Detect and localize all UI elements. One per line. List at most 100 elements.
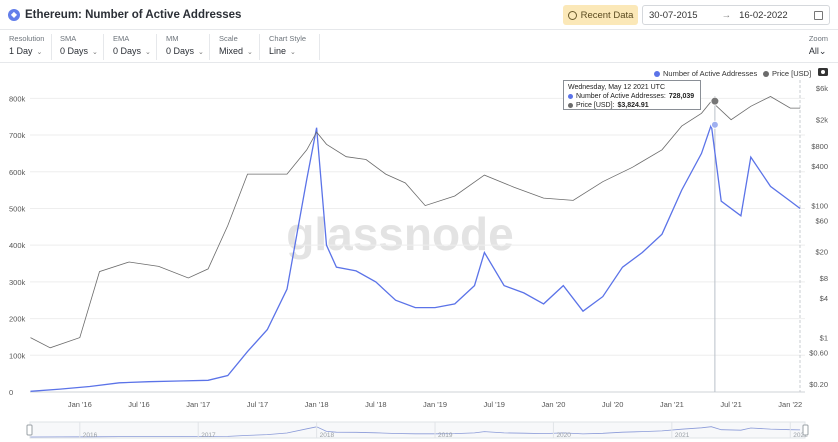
mm-label: MM xyxy=(166,34,179,43)
tooltip-date: Wednesday, May 12 2021 UTC xyxy=(568,84,666,91)
zoom-value: All⌄ xyxy=(809,46,828,57)
navigator-year-label: 2021 xyxy=(675,432,690,439)
right-tick-label: $0.20 xyxy=(809,380,828,389)
ema-label: EMA xyxy=(113,34,130,43)
x-tick-label: Jan '16 xyxy=(68,400,92,409)
mm-value: 0 Days ⌄ xyxy=(166,46,209,56)
chart-style-value: Line ⌄ xyxy=(269,46,319,56)
right-tick-label: $60 xyxy=(815,216,828,225)
chart-controls: Resolution 1 Day ⌄ SMA 0 Days ⌄ EMA 0 Days… xyxy=(0,30,838,63)
chevron-down-icon: ⌄ xyxy=(198,49,204,56)
right-tick-label: $4 xyxy=(820,294,828,303)
date-range-picker[interactable]: 30-07-2015 → 16-02-2022 xyxy=(642,5,830,25)
date-to: 16-02-2022 xyxy=(739,9,788,21)
navigator-handle-left[interactable] xyxy=(26,424,33,436)
right-tick-label: $0.60 xyxy=(809,348,828,357)
resolution-select[interactable]: Resolution 1 Day ⌄ xyxy=(0,34,52,60)
zoom-value-text: All xyxy=(808,46,819,56)
resolution-label: Resolution xyxy=(9,34,45,43)
right-tick-label: $400 xyxy=(811,162,828,171)
right-axis: $0.20 $0.60 $1 $4 $8 $20 $60 $100 $400 $800 $2k $6k xyxy=(809,84,828,389)
recent-data-button[interactable]: Recent Data xyxy=(563,5,638,25)
legend-swatch-active xyxy=(654,70,660,77)
legend-swatch-price xyxy=(763,70,769,77)
chevron-down-icon: ⌄ xyxy=(145,49,151,56)
x-tick-label: Jul '19 xyxy=(484,400,505,409)
chevron-down-icon: ⌄ xyxy=(92,49,98,56)
title-group: ◆ Ethereum: Number of Active Addresses xyxy=(8,9,241,21)
ema-select[interactable]: EMA 0 Days ⌄ xyxy=(104,34,157,60)
navigator-year-label: 2016 xyxy=(83,432,98,439)
ema-value: 0 Days ⌄ xyxy=(113,46,156,56)
chevron-down-icon: ⌄ xyxy=(290,49,296,56)
x-tick-label: Jul '17 xyxy=(247,400,268,409)
left-tick-label: 400k xyxy=(9,241,26,250)
resolution-value-text: 1 Day xyxy=(9,46,33,56)
mm-value-text: 0 Days xyxy=(166,46,195,56)
left-tick-label: 700k xyxy=(9,131,26,140)
clock-icon xyxy=(567,10,577,20)
scale-value: Mixed ⌄ xyxy=(219,46,259,56)
right-tick-label: $100 xyxy=(811,202,828,211)
arrow-right-icon: → xyxy=(721,9,732,21)
tooltip-price-label: Price [USD]: xyxy=(576,102,615,109)
left-tick-label: 600k xyxy=(9,168,26,177)
zoom-label: Zoom xyxy=(808,34,828,43)
chevron-down-icon: ⌄ xyxy=(247,49,253,56)
navigator-year-label: 2020 xyxy=(556,432,571,439)
camera-icon[interactable] xyxy=(818,68,828,76)
left-tick-label: 800k xyxy=(9,94,26,103)
right-tick-label: $1 xyxy=(820,334,828,343)
right-tick-label: $800 xyxy=(811,142,828,151)
legend-item-active[interactable]: Number of Active Addresses xyxy=(654,69,757,78)
sma-select[interactable]: SMA 0 Days ⌄ xyxy=(51,34,104,60)
active-addresses-line xyxy=(30,124,801,392)
x-tick-label: Jul '20 xyxy=(602,400,623,409)
price-line xyxy=(30,96,801,349)
watermark: glassnode xyxy=(286,208,514,260)
right-tick-label: $2k xyxy=(816,116,828,125)
legend-label-price: Price [USD] xyxy=(772,69,812,78)
chevron-down-icon: ⌄ xyxy=(36,49,43,56)
right-tick-label: $6k xyxy=(816,84,828,93)
left-tick-label: 100k xyxy=(9,351,26,360)
chart-style-select[interactable]: Chart Style Line ⌄ xyxy=(260,34,320,60)
x-tick-label: Jan '19 xyxy=(423,400,447,409)
right-tick-label: $20 xyxy=(815,248,828,257)
x-tick-label: Jul '21 xyxy=(720,400,741,409)
navigator-year-label: 2022 xyxy=(793,432,808,439)
navigator-year-label: 2018 xyxy=(320,432,335,439)
series-layer xyxy=(30,80,801,392)
legend-item-price[interactable]: Price [USD] xyxy=(763,69,811,78)
tooltip-swatch-price xyxy=(568,103,573,108)
left-tick-label: 300k xyxy=(9,278,26,287)
navigator[interactable]: 2016 2017 2018 2019 2020 2021 2022 xyxy=(26,421,809,439)
x-tick-label: Jul '18 xyxy=(365,400,386,409)
x-tick-label: Jan '17 xyxy=(186,400,210,409)
left-tick-label: 0 xyxy=(9,388,13,397)
chevron-down-icon: ⌄ xyxy=(818,46,827,56)
x-tick-label: Jan '21 xyxy=(660,400,684,409)
chart-title: Ethereum: Number of Active Addresses xyxy=(25,9,242,21)
sma-value: 0 Days ⌄ xyxy=(60,46,103,56)
x-tick-label: Jan '22 xyxy=(778,400,802,409)
tooltip-row-active: Number of Active Addresses: 728,039 xyxy=(568,92,696,101)
calendar-icon xyxy=(814,11,823,20)
header-bar: ◆ Ethereum: Number of Active Addresses R… xyxy=(0,0,838,30)
mm-select[interactable]: MM 0 Days ⌄ xyxy=(157,34,210,60)
navigator-handle-right[interactable] xyxy=(802,424,809,436)
scale-select[interactable]: Scale Mixed ⌄ xyxy=(210,34,260,60)
navigator-year-label: 2019 xyxy=(438,432,453,439)
x-axis: Jan '16 Jul '16 Jan '17 Jul '17 Jan '18 Jul '… xyxy=(30,391,805,409)
gridlines xyxy=(30,97,805,393)
zoom-select[interactable]: Zoom All⌄ xyxy=(809,34,828,57)
right-tick-label: $8 xyxy=(820,274,828,283)
scale-label: Scale xyxy=(219,34,238,43)
left-tick-label: 200k xyxy=(9,315,26,324)
sma-label: SMA xyxy=(60,34,77,43)
left-tick-label: 500k xyxy=(9,204,26,213)
left-axis: 0 100k 200k 300k 400k 500k 600k 700k 800k xyxy=(9,94,26,397)
tooltip-active-value: 728,039 xyxy=(668,93,695,100)
sma-value-text: 0 Days xyxy=(60,46,89,56)
